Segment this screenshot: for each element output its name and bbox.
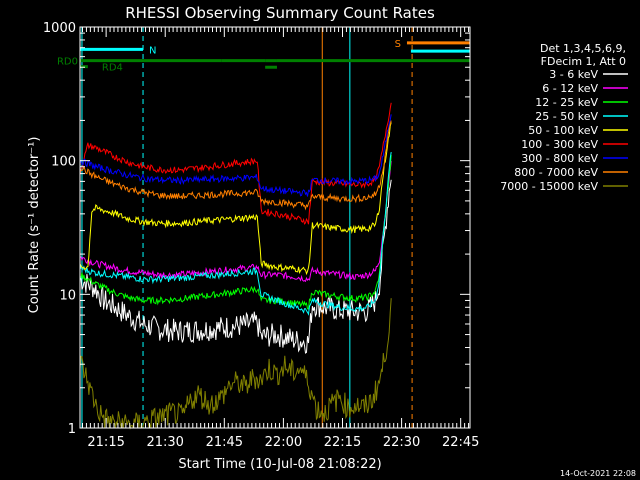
flag-label-n: N xyxy=(149,45,156,56)
y-tick-label: 1 xyxy=(68,422,76,437)
flag-label-rd0: RD0 xyxy=(57,57,78,68)
x-tick-label: 22:45 xyxy=(442,435,479,450)
series-line-4 xyxy=(79,122,392,276)
legend-entry-3: 25 - 50 keV xyxy=(535,110,598,123)
x-tick-label: 22:00 xyxy=(265,435,302,450)
y-tick-label: 10 xyxy=(59,288,76,303)
legend-entry-2: 12 - 25 keV xyxy=(535,96,598,109)
x-tick-label: 21:15 xyxy=(87,435,124,450)
x-tick-label: 22:30 xyxy=(383,435,420,450)
legend-entry-4: 50 - 100 keV xyxy=(528,124,598,137)
legend-entry-7: 800 - 7000 keV xyxy=(514,166,598,179)
chart-title: RHESSI Observing Summary Count Rates xyxy=(125,4,435,22)
plot-area: N RD0 RD4 S 1 10 100 1000 21:15 21:30 21:45 22:00 22… xyxy=(43,21,480,450)
legend-entry-1: 6 - 12 keV xyxy=(542,82,598,95)
legend: Det 1,3,4,5,6,9,FDecim 1, Att 03 - 6 keV… xyxy=(500,42,628,193)
legend-entry-5: 100 - 300 keV xyxy=(521,138,598,151)
flag-label-rd4: RD4 xyxy=(102,63,123,74)
x-tick-label: 21:30 xyxy=(146,435,183,450)
series-line-2 xyxy=(79,154,392,310)
series-line-1 xyxy=(79,161,392,283)
series-line-7 xyxy=(79,120,392,211)
legend-entry-8: 7000 - 15000 keV xyxy=(500,180,598,193)
series-line-5 xyxy=(79,102,392,225)
y-tick-label: 100 xyxy=(51,155,76,170)
x-axis-label: Start Time (10-Jul-08 21:08:22) xyxy=(178,457,381,472)
flag-label-s: S xyxy=(395,39,401,50)
y-tick-label: 1000 xyxy=(43,21,76,36)
series-line-6 xyxy=(79,114,392,197)
legend-entry-0: 3 - 6 keV xyxy=(549,68,598,81)
x-tick-label: 22:15 xyxy=(324,435,361,450)
legend-entry-6: 300 - 800 keV xyxy=(521,152,598,165)
timestamp: 14-Oct-2021 22:08 xyxy=(560,469,636,478)
plot-frame xyxy=(79,26,471,429)
legend-header-1: FDecim 1, Att 0 xyxy=(541,55,626,68)
y-axis-label: Count Rate (s⁻¹ detector⁻¹) xyxy=(27,137,42,314)
series-line-8 xyxy=(79,298,392,430)
series-line-3 xyxy=(79,152,392,316)
legend-header-0: Det 1,3,4,5,6,9, xyxy=(540,42,626,55)
x-tick-label: 21:45 xyxy=(206,435,243,450)
